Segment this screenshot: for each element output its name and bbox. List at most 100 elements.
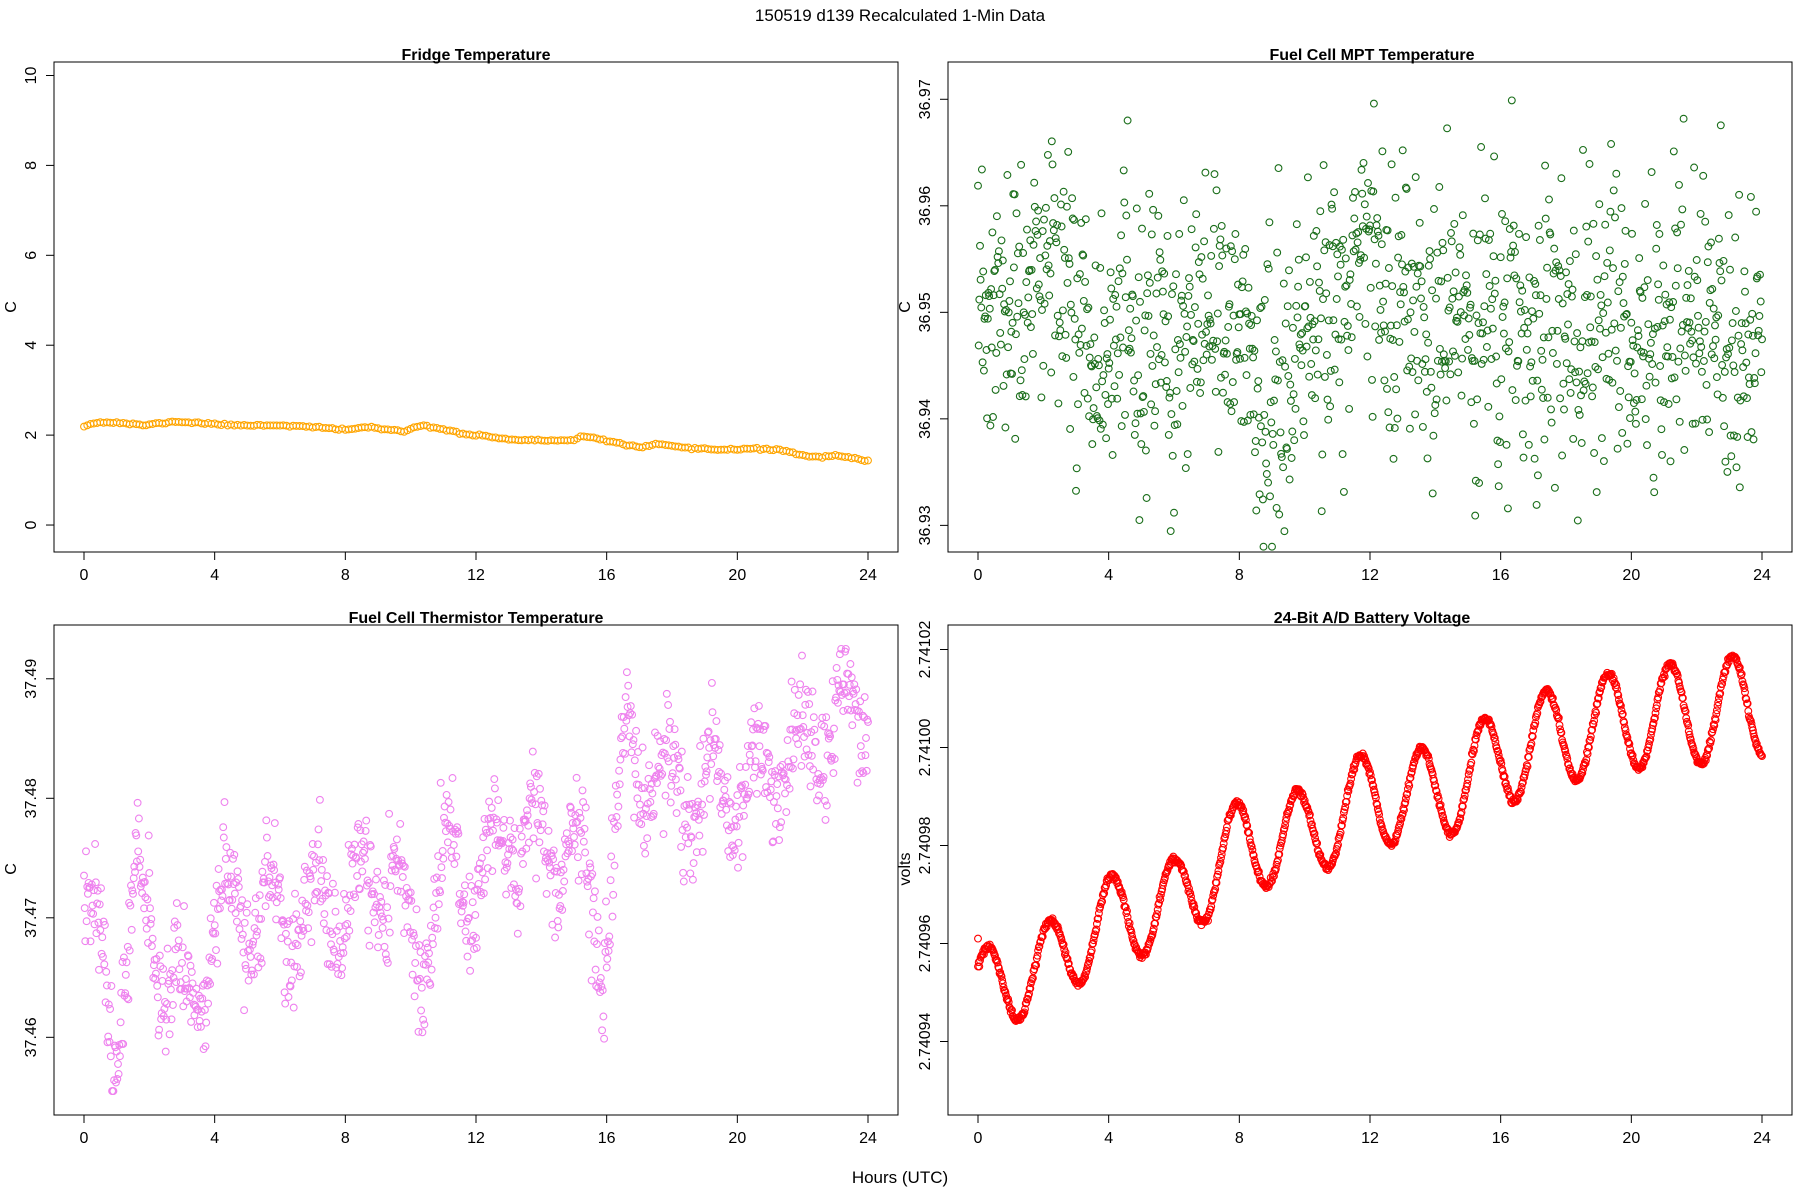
data-point	[416, 948, 425, 957]
data-point	[1117, 231, 1126, 240]
data-point	[1310, 829, 1319, 838]
data-point	[238, 896, 247, 905]
data-point	[1344, 346, 1353, 355]
data-point	[1691, 419, 1700, 428]
data-point	[1241, 812, 1250, 821]
data-point	[1196, 389, 1205, 397]
data-point	[500, 815, 509, 824]
data-point	[1494, 460, 1503, 469]
data-point	[839, 680, 848, 689]
data-point	[293, 962, 301, 971]
data-point	[1344, 787, 1353, 796]
data-point	[1375, 810, 1384, 819]
data-point	[450, 860, 459, 868]
data-point	[1348, 231, 1357, 240]
data-point	[1524, 440, 1533, 449]
data-point	[127, 925, 136, 934]
data-point	[976, 241, 984, 250]
data-point	[1211, 387, 1220, 396]
data-point	[1309, 335, 1318, 344]
data-point	[1528, 307, 1536, 316]
data-point	[1661, 290, 1670, 299]
data-point	[1269, 440, 1278, 449]
data-point	[1017, 366, 1026, 375]
data-point	[1707, 238, 1715, 247]
data-point	[1177, 296, 1186, 305]
data-point	[1176, 353, 1185, 362]
data-point	[384, 914, 393, 923]
data-point	[95, 900, 104, 909]
data-point	[1516, 307, 1525, 316]
data-point	[562, 829, 571, 838]
data-point	[1656, 362, 1665, 370]
data-point	[994, 247, 1003, 256]
data-point	[1128, 292, 1137, 301]
data-point	[1426, 367, 1435, 376]
data-point	[455, 889, 464, 898]
data-point	[692, 809, 701, 818]
data-point	[154, 1031, 163, 1040]
data-point	[1428, 489, 1437, 498]
data-point	[1609, 674, 1618, 683]
panel-title: 24-Bit A/D Battery Voltage	[1274, 610, 1471, 627]
data-point	[1521, 396, 1530, 405]
data-point	[667, 781, 676, 790]
data-point	[381, 881, 390, 889]
data-points	[974, 651, 1766, 1025]
data-point	[530, 787, 539, 796]
data-point	[1441, 357, 1450, 366]
x-tick-label: 0	[974, 1130, 983, 1147]
data-point	[1604, 349, 1613, 358]
data-point	[469, 931, 478, 940]
data-point	[1111, 335, 1120, 344]
data-point	[613, 790, 622, 799]
data-point	[223, 872, 232, 881]
data-point	[1577, 439, 1586, 447]
data-point	[1267, 418, 1276, 427]
data-point	[1168, 290, 1176, 299]
data-point	[409, 928, 418, 937]
data-point	[1345, 276, 1354, 284]
data-point	[1183, 322, 1192, 331]
data-point	[1153, 273, 1162, 282]
data-point	[1106, 315, 1114, 324]
data-point	[413, 976, 422, 985]
data-point	[1503, 274, 1512, 283]
data-point	[573, 853, 582, 862]
data-point	[217, 896, 226, 905]
data-point	[1165, 393, 1174, 402]
data-point	[1616, 323, 1625, 332]
data-point	[1558, 451, 1567, 460]
data-point	[169, 973, 178, 982]
data-point	[1588, 725, 1597, 734]
data-point	[1410, 757, 1419, 766]
data-point	[1094, 914, 1103, 923]
data-point	[1011, 434, 1020, 443]
data-point	[1143, 289, 1152, 298]
data-point	[1305, 811, 1314, 820]
data-point	[1456, 250, 1465, 259]
data-point	[1017, 160, 1026, 169]
data-point	[1618, 428, 1627, 437]
data-point	[1339, 813, 1348, 822]
data-point	[1179, 196, 1188, 205]
data-point	[1084, 303, 1093, 312]
data-point	[1177, 291, 1186, 300]
data-point	[1280, 527, 1289, 536]
data-point	[320, 910, 329, 919]
data-point	[1509, 221, 1518, 230]
data-point	[781, 789, 789, 798]
data-point	[1211, 344, 1220, 353]
data-point	[1242, 820, 1251, 829]
data-point	[1758, 752, 1766, 761]
data-point	[1620, 312, 1629, 321]
data-point	[1334, 840, 1342, 849]
data-point	[140, 878, 149, 886]
x-tick-label: 16	[598, 567, 616, 584]
data-point	[1313, 370, 1322, 379]
data-point	[1581, 379, 1590, 388]
data-point	[1439, 246, 1448, 255]
data-point	[704, 727, 713, 736]
data-point	[621, 693, 630, 702]
data-point	[173, 921, 182, 930]
